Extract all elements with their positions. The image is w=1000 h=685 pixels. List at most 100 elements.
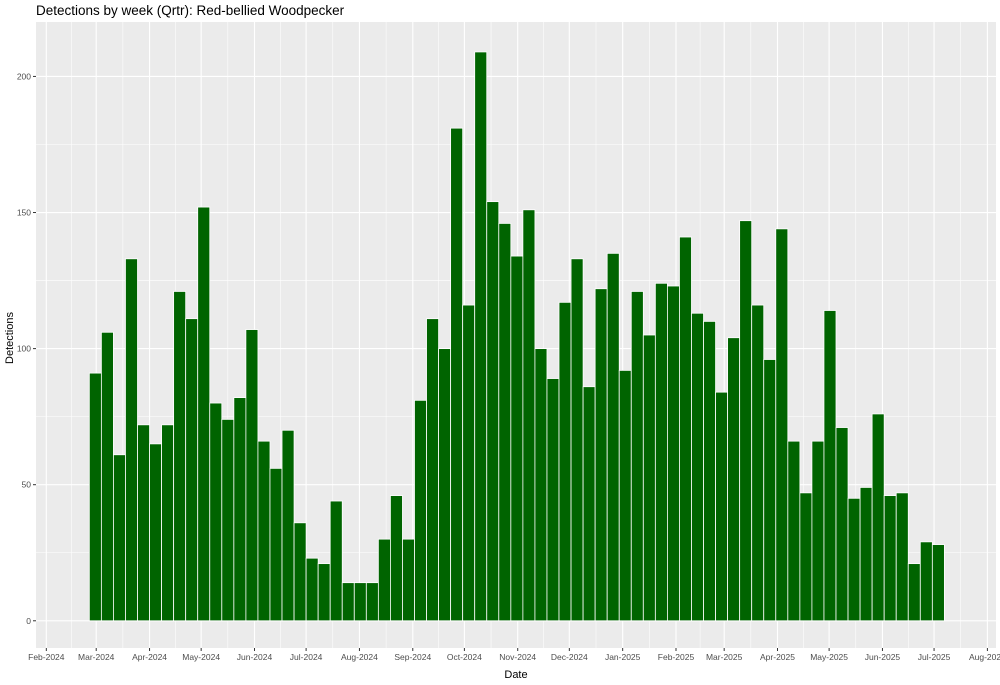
bar	[305, 557, 319, 622]
x-tick-label: Jul-2025	[918, 652, 951, 662]
bar	[317, 563, 331, 622]
y-tick-label: 50	[22, 480, 32, 490]
bar	[486, 201, 500, 622]
bar	[377, 538, 391, 622]
y-tick-label: 200	[17, 71, 31, 81]
bar	[679, 236, 692, 622]
x-tick-label: Apr-2025	[760, 652, 795, 662]
bar	[390, 495, 403, 622]
bar	[859, 487, 873, 622]
bar	[847, 497, 861, 622]
x-tick-label: May-2025	[810, 652, 848, 662]
bar	[365, 582, 379, 622]
bar	[462, 304, 476, 622]
bar	[426, 318, 439, 622]
bar	[594, 288, 608, 622]
x-tick-label: Aug-2024	[341, 652, 378, 662]
bar	[100, 331, 114, 622]
bar	[185, 318, 199, 622]
bar	[546, 378, 560, 622]
bar	[883, 495, 897, 622]
bar	[534, 348, 548, 622]
bar	[257, 440, 271, 622]
y-tick-label: 150	[17, 208, 31, 218]
bar	[703, 320, 716, 622]
x-tick-label: Jun-2024	[237, 652, 273, 662]
bar	[835, 427, 849, 622]
bar	[113, 454, 126, 622]
bar	[895, 492, 909, 622]
x-tick-label: May-2024	[182, 652, 220, 662]
bar	[751, 304, 765, 622]
x-tick-label: Jun-2025	[865, 652, 901, 662]
bar	[173, 291, 187, 622]
y-tick-label: 0	[26, 616, 31, 626]
bar	[281, 429, 295, 622]
bar	[570, 258, 584, 622]
bar	[763, 359, 777, 622]
x-tick-label: Nov-2024	[499, 652, 536, 662]
bar	[161, 424, 175, 622]
bar	[871, 413, 885, 622]
bar	[907, 563, 921, 622]
bar	[522, 209, 536, 622]
bar	[498, 223, 512, 622]
bar	[715, 391, 729, 622]
bar	[221, 418, 235, 622]
bar	[630, 291, 644, 622]
y-tick-label: 100	[17, 344, 31, 354]
bar	[775, 228, 789, 622]
bar	[510, 255, 524, 622]
bar	[642, 334, 656, 622]
chart-title: Detections by week (Qrtr): Red-bellied W…	[36, 3, 345, 18]
bar	[474, 51, 488, 622]
bar	[606, 252, 620, 622]
x-tick-label: Mar-2024	[78, 652, 115, 662]
y-axis: 0 50 100 150 200	[17, 71, 36, 626]
bar	[799, 492, 813, 622]
bar	[149, 443, 162, 622]
bar-series	[88, 51, 945, 622]
y-axis-title: Detections	[4, 312, 16, 364]
bar	[919, 541, 933, 622]
x-tick-label: Sep-2024	[394, 652, 431, 662]
bar	[137, 424, 150, 622]
bar	[582, 386, 596, 622]
bar	[402, 538, 415, 622]
bar	[341, 582, 355, 622]
x-axis-title: Date	[504, 669, 527, 681]
bar	[353, 582, 367, 622]
bar	[88, 372, 102, 622]
bar	[931, 544, 945, 622]
x-tick-label: Feb-2024	[28, 652, 65, 662]
bar	[125, 258, 138, 622]
bar	[666, 285, 680, 622]
bar	[823, 310, 837, 622]
bar	[654, 282, 668, 622]
bar	[618, 369, 632, 622]
x-tick-label: Jan-2025	[605, 652, 641, 662]
bar	[739, 220, 753, 622]
x-tick-label: Dec-2024	[551, 652, 588, 662]
x-tick-label: Apr-2024	[132, 652, 167, 662]
bar	[269, 467, 283, 622]
bar	[209, 402, 223, 622]
bar	[414, 399, 427, 622]
x-axis: Feb-2024 Mar-2024 Apr-2024 May-2024 Jun-2024…	[28, 648, 1000, 662]
x-tick-label: Aug-2025	[969, 652, 1000, 662]
bar	[197, 206, 211, 622]
bar	[233, 397, 247, 622]
x-tick-label: Oct-2024	[447, 652, 482, 662]
bar	[293, 522, 307, 622]
x-tick-label: Jul-2024	[290, 652, 323, 662]
x-tick-label: Feb-2025	[658, 652, 695, 662]
bar	[787, 440, 801, 622]
bar	[691, 312, 704, 622]
bar	[438, 348, 452, 622]
bar	[811, 440, 825, 622]
bar	[558, 301, 572, 622]
x-tick-label: Mar-2025	[706, 652, 743, 662]
bar	[329, 500, 343, 622]
bar	[450, 127, 464, 622]
